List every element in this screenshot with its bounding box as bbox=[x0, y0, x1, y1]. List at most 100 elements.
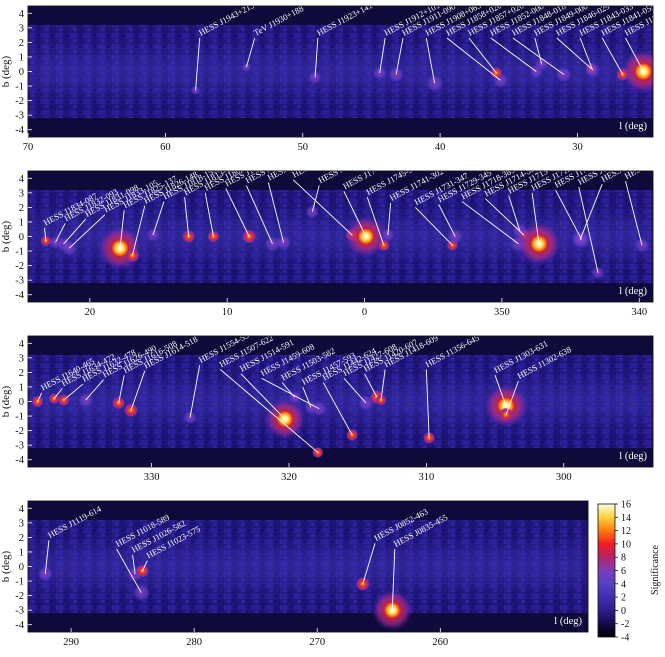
x-tick-label: 40 bbox=[435, 142, 446, 153]
x-axis-label: l (deg) bbox=[619, 451, 647, 462]
source-leader-line bbox=[152, 201, 165, 236]
y-tick-label: -3 bbox=[15, 111, 24, 122]
source-leader-line bbox=[240, 373, 286, 420]
colorbar: -4 -2 0 2 4 6 8 10 12 14 16 Significance bbox=[597, 500, 661, 644]
source-leader-line bbox=[379, 37, 386, 74]
x-tick-label: 50 bbox=[297, 142, 308, 153]
colorbar-tick-label: 0 bbox=[621, 606, 626, 617]
source-leader-line bbox=[267, 182, 284, 243]
source-leader-line bbox=[220, 369, 319, 453]
y-tick-label: 3 bbox=[19, 518, 24, 529]
y-tick-label: -4 bbox=[15, 290, 24, 301]
y-tick-label: 2 bbox=[19, 38, 24, 49]
x-tick-label: 290 bbox=[63, 637, 79, 648]
source-leader-line bbox=[44, 227, 47, 241]
y-tick-label: 1 bbox=[19, 382, 24, 393]
source-leader-line bbox=[119, 210, 125, 249]
source-leader-line bbox=[195, 37, 201, 91]
y-tick-label: 0 bbox=[19, 397, 24, 408]
source-leader-line bbox=[446, 37, 501, 81]
source-leader-line bbox=[245, 37, 256, 68]
source-leader-line bbox=[380, 369, 386, 401]
colorbar-tick-label: 12 bbox=[621, 526, 631, 537]
y-tick-label: 0 bbox=[19, 562, 24, 573]
x-tick-label: 30 bbox=[572, 142, 583, 153]
y-tick-label: 4 bbox=[19, 9, 25, 20]
source-leader-line bbox=[461, 201, 519, 245]
source-leader-line bbox=[132, 554, 136, 574]
source-leader-line bbox=[184, 197, 190, 237]
source-leader-line bbox=[415, 207, 453, 246]
source-leader-line bbox=[578, 186, 599, 273]
source-leader-line bbox=[322, 382, 353, 436]
y-tick-label: 4 bbox=[19, 174, 25, 185]
source-leader-line bbox=[63, 383, 84, 401]
source-leader-line bbox=[468, 37, 497, 74]
y-tick-label: 2 bbox=[19, 533, 24, 544]
source-leader-line bbox=[55, 223, 66, 243]
source-leader-line bbox=[44, 540, 50, 574]
x-tick-label: 260 bbox=[432, 637, 448, 648]
y-axis-label: b (deg) bbox=[0, 55, 12, 87]
colorbar-tick-label: 2 bbox=[621, 593, 626, 604]
source-leader-line bbox=[579, 183, 603, 240]
source-leader-line bbox=[508, 195, 521, 231]
source-leader-line bbox=[225, 188, 250, 237]
source-leader-line bbox=[625, 37, 644, 72]
colorbar-tick-label: 14 bbox=[621, 513, 631, 524]
x-tick-label: 0 bbox=[362, 307, 367, 318]
y-tick-label: -4 bbox=[15, 125, 24, 136]
y-tick-label: 4 bbox=[19, 339, 25, 350]
y-tick-label: -1 bbox=[15, 247, 24, 258]
x-axis-label: l (deg) bbox=[619, 121, 647, 132]
y-tick-label: 1 bbox=[19, 52, 24, 63]
x-axis-label: l (deg) bbox=[554, 616, 582, 627]
source-leader-line bbox=[343, 191, 367, 237]
source-leader-line bbox=[314, 37, 319, 78]
source-leader-line bbox=[490, 37, 537, 72]
source-leader-line bbox=[625, 181, 643, 246]
source-leader-line bbox=[85, 379, 104, 401]
y-tick-label: -2 bbox=[15, 96, 24, 107]
source-leader-line bbox=[438, 204, 456, 237]
source-leader-line bbox=[534, 37, 543, 65]
y-tick-label: 0 bbox=[19, 67, 24, 78]
colorbar-tick-label: -2 bbox=[621, 619, 629, 630]
source-leader-line bbox=[281, 382, 295, 398]
y-tick-label: 2 bbox=[19, 368, 24, 379]
x-tick-label: 300 bbox=[556, 472, 572, 483]
x-tick-label: 350 bbox=[494, 307, 510, 318]
y-tick-label: 1 bbox=[19, 547, 24, 558]
source-leader-line bbox=[68, 214, 106, 249]
y-tick-label: 4 bbox=[19, 504, 25, 515]
source-leader-line bbox=[189, 365, 201, 418]
source-leader-line bbox=[579, 37, 593, 71]
source-leader-line bbox=[556, 37, 592, 69]
x-tick-label: 340 bbox=[631, 307, 647, 318]
colorbar-tick-label: 4 bbox=[621, 579, 626, 590]
source-leader-line bbox=[395, 37, 404, 75]
x-tick-label: 330 bbox=[144, 472, 160, 483]
x-tick-label: 320 bbox=[281, 472, 297, 483]
y-axis-label: b (deg) bbox=[0, 220, 12, 252]
source-leader-line bbox=[512, 37, 564, 75]
colorbar-tick-label: 6 bbox=[621, 566, 626, 577]
source-leader-line bbox=[245, 185, 273, 244]
source-leader-line bbox=[37, 392, 43, 402]
y-axis-label: b (deg) bbox=[0, 385, 12, 417]
x-tick-label: 20 bbox=[85, 307, 96, 318]
x-tick-label: 70 bbox=[23, 142, 34, 153]
y-tick-label: -2 bbox=[15, 591, 24, 602]
y-tick-label: -3 bbox=[15, 276, 24, 287]
colorbar-label: Significance bbox=[650, 544, 661, 595]
source-leader-line bbox=[53, 388, 63, 399]
x-tick-label: 60 bbox=[160, 142, 171, 153]
y-axis-label: b (deg) bbox=[0, 550, 12, 582]
source-leader-line bbox=[118, 375, 125, 404]
source-leader-line bbox=[531, 192, 540, 244]
y-tick-label: -3 bbox=[15, 441, 24, 452]
source-leader-line bbox=[130, 370, 146, 411]
